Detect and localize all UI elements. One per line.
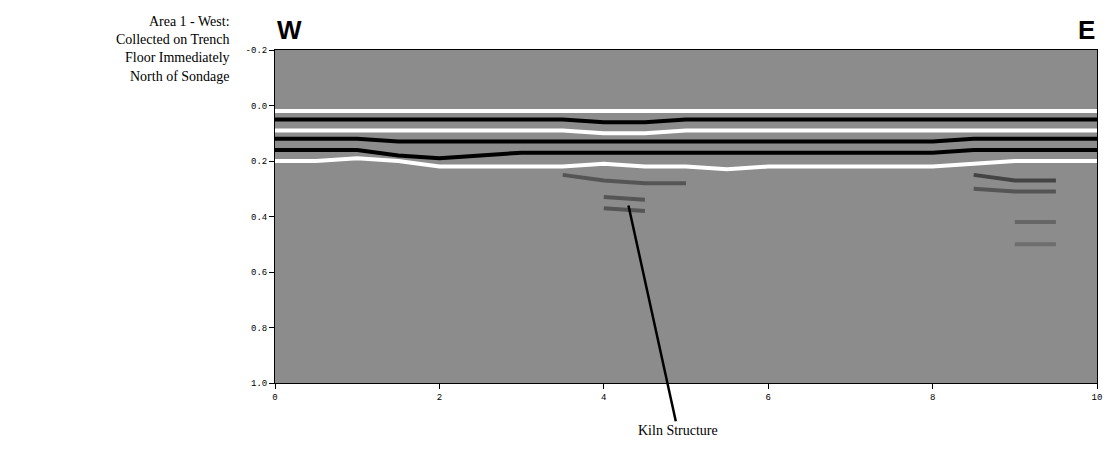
svg-text:0.8: 0.8 (251, 324, 267, 334)
svg-text:E: E (1078, 15, 1095, 45)
svg-text:Area 1 - West:Collected on Tre: Area 1 - West:Collected on TrenchFloor I… (116, 14, 230, 84)
svg-text:8: 8 (930, 393, 935, 403)
svg-text:2: 2 (437, 393, 442, 403)
svg-text:0: 0 (272, 393, 277, 403)
svg-text:0.2: 0.2 (251, 157, 267, 167)
svg-text:0.0: 0.0 (251, 102, 267, 112)
svg-text:W: W (277, 15, 302, 45)
svg-text:10: 10 (1092, 393, 1103, 403)
svg-text:Kiln Structure: Kiln Structure (638, 423, 718, 438)
svg-text:0.6: 0.6 (251, 268, 267, 278)
svg-text:1.0: 1.0 (251, 379, 267, 389)
svg-text:0.4: 0.4 (251, 213, 267, 223)
svg-text:-0.2: -0.2 (246, 46, 268, 56)
svg-text:6: 6 (765, 393, 770, 403)
svg-text:4: 4 (601, 393, 606, 403)
